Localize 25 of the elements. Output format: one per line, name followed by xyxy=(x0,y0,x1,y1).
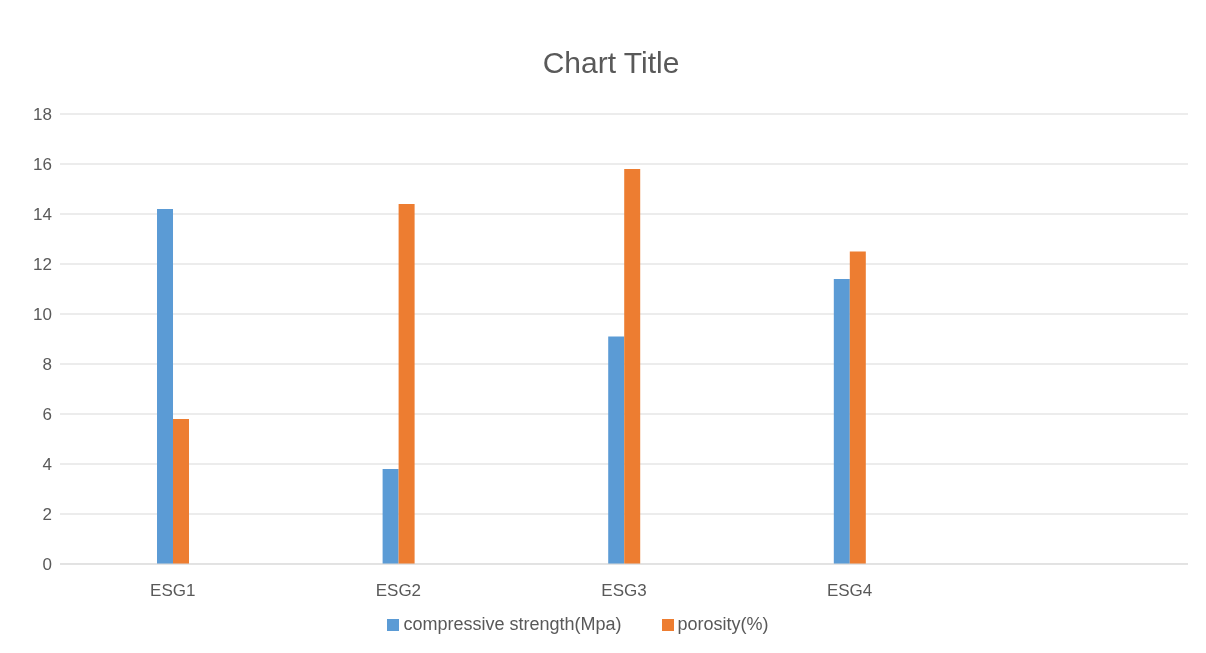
bar xyxy=(608,336,625,564)
y-tick-label: 18 xyxy=(33,105,52,125)
x-tick-label: ESG3 xyxy=(601,581,647,601)
legend-label: compressive strength(Mpa) xyxy=(403,614,622,634)
x-tick-label: ESG4 xyxy=(826,581,873,601)
x-tick-label: ESG2 xyxy=(375,581,422,601)
y-tick-label: 10 xyxy=(33,305,52,325)
y-tick-label: 12 xyxy=(33,255,52,275)
x-tick-label: ESG1 xyxy=(150,581,196,601)
bar xyxy=(157,209,174,564)
y-tick-label: 6 xyxy=(42,405,52,425)
y-tick-label: 2 xyxy=(42,505,52,525)
y-tick-label: 14 xyxy=(33,205,52,225)
bar xyxy=(398,204,415,564)
y-tick-label: 4 xyxy=(42,455,52,475)
legend-label: porosity(%) xyxy=(677,614,769,634)
bar xyxy=(624,169,641,564)
chart-title: Chart Title xyxy=(541,46,681,80)
bar xyxy=(833,279,850,564)
y-tick-label: 8 xyxy=(42,355,52,375)
y-tick-label: 0 xyxy=(42,555,52,575)
y-tick-label: 16 xyxy=(33,155,52,175)
bar xyxy=(849,251,866,564)
bar xyxy=(173,419,190,564)
bar xyxy=(382,469,399,564)
